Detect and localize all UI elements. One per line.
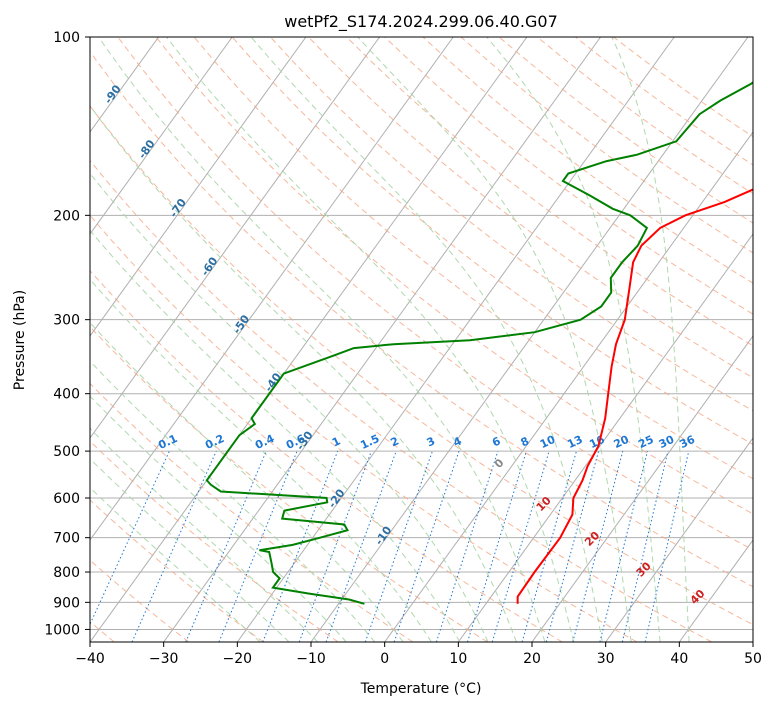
mixing-ratio-line (131, 450, 217, 642)
mixing-ratio-label: 20 (612, 433, 632, 451)
y-tick-label: 500 (53, 444, 80, 460)
y-tick-label: 400 (53, 387, 80, 403)
isotherm-line (90, 37, 454, 541)
mixing-ratio-label: 30 (657, 433, 677, 451)
moist-adiabat-line (357, 37, 632, 642)
moist-adiabat-line (611, 37, 690, 642)
mixing-ratio-line (393, 450, 460, 642)
mixing-ratio-label: 36 (678, 433, 698, 451)
dry-adiabat-line (117, 37, 753, 551)
moist-adiabat-line (90, 486, 261, 642)
mixing-ratio-line (90, 450, 170, 626)
moist-adiabat-line (90, 172, 489, 642)
dry-adiabat-line (422, 37, 753, 284)
isotherm-line (90, 37, 307, 337)
moist-adiabat-line (90, 229, 461, 642)
isotherm-line (457, 233, 753, 642)
dewpoint-profile-line (205, 81, 753, 605)
isotherm-line (90, 37, 528, 642)
x-tick-label: −40 (75, 651, 105, 667)
mixing-ratio-label: 10 (538, 433, 558, 451)
x-tick-label: 50 (744, 651, 762, 667)
x-tick-label: −20 (223, 651, 253, 667)
mixing-ratio-label: 13 (565, 433, 584, 451)
y-tick-label: 100 (53, 30, 80, 46)
isotherm-line (678, 539, 753, 642)
mixing-ratio-line (435, 450, 499, 642)
moist-adiabat-line (98, 37, 546, 642)
mixing-ratio-line (545, 450, 600, 642)
moist-adiabat-line (90, 105, 517, 642)
sounding-series (205, 81, 753, 605)
x-tick-label: 30 (597, 651, 615, 667)
moist-adiabat-line (90, 360, 376, 642)
moist-adiabat-line (90, 278, 432, 642)
y-axis-label: Pressure (hPa) (12, 290, 28, 390)
mixing-ratio-line (364, 450, 433, 642)
moist-adiabat-line (90, 395, 347, 642)
isotherm-line (531, 335, 753, 642)
x-tick-label: 0 (380, 651, 389, 667)
mixing-ratio-label: 25 (636, 433, 655, 451)
temperature-profile-line (516, 188, 753, 604)
y-tick-label: 1000 (44, 622, 80, 638)
y-tick-label: 200 (53, 208, 80, 224)
isotherm-line (163, 37, 602, 642)
chart-title: wetPf2_S174.2024.299.06.40.G07 (284, 12, 558, 32)
mixing-ratio-line (644, 450, 690, 642)
dry-adiabat-line (231, 37, 753, 445)
dry-adiabat-line (90, 159, 712, 642)
plot-frame (89, 36, 754, 643)
isotherm-line (90, 37, 381, 439)
dry-adiabat-line (384, 37, 753, 315)
dry-adiabat-line (155, 37, 753, 515)
moist-adiabat-line (166, 37, 575, 642)
isotherm-line (605, 437, 753, 642)
x-tick-label: −10 (296, 651, 326, 667)
mixing-ratio-line (467, 450, 527, 642)
y-tick-label: 300 (53, 313, 80, 329)
mixing-ratio-line (185, 450, 267, 642)
x-tick-label: −30 (149, 651, 179, 667)
background-grid (90, 37, 753, 642)
dry-adiabat-line (193, 37, 753, 480)
x-axis-label: Temperature (°C) (360, 681, 482, 697)
moist-adiabat-line (250, 37, 603, 642)
moist-adiabat-line (90, 458, 290, 642)
y-tick-label: 800 (53, 565, 80, 581)
x-tick-label: 20 (523, 651, 541, 667)
isotherm-line (384, 131, 753, 642)
dry-adiabat-line (90, 270, 563, 642)
dry-adiabat-line (90, 325, 488, 642)
moist-adiabat-line (90, 427, 319, 642)
dry-adiabat-line (90, 105, 753, 626)
mixing-ratio-line (599, 450, 648, 642)
mixing-ratio-line (572, 450, 624, 642)
y-tick-label: 900 (53, 595, 80, 611)
mixing-ratio-label: 16 (587, 433, 607, 451)
mixing-ratio-line (325, 450, 397, 642)
x-axis-ticks: −40 −30 −20 −10 0 10 20 30 40 50 (75, 642, 762, 667)
mixing-ratio-line (621, 450, 669, 642)
moist-adiabat-line (90, 321, 404, 642)
x-tick-label: 40 (670, 651, 688, 667)
moist-adiabat-line (486, 37, 661, 642)
dry-adiabat-line (90, 499, 264, 642)
mixing-ratio-line (491, 450, 550, 642)
y-axis-ticks: 100 200 300 400 500 600 700 800 900 1000 (44, 30, 90, 638)
y-tick-label: 700 (53, 531, 80, 547)
isotherm-line (90, 37, 233, 235)
y-tick-label: 600 (53, 491, 80, 507)
x-tick-label: 10 (449, 651, 467, 667)
mixing-ratio-line (521, 450, 577, 642)
